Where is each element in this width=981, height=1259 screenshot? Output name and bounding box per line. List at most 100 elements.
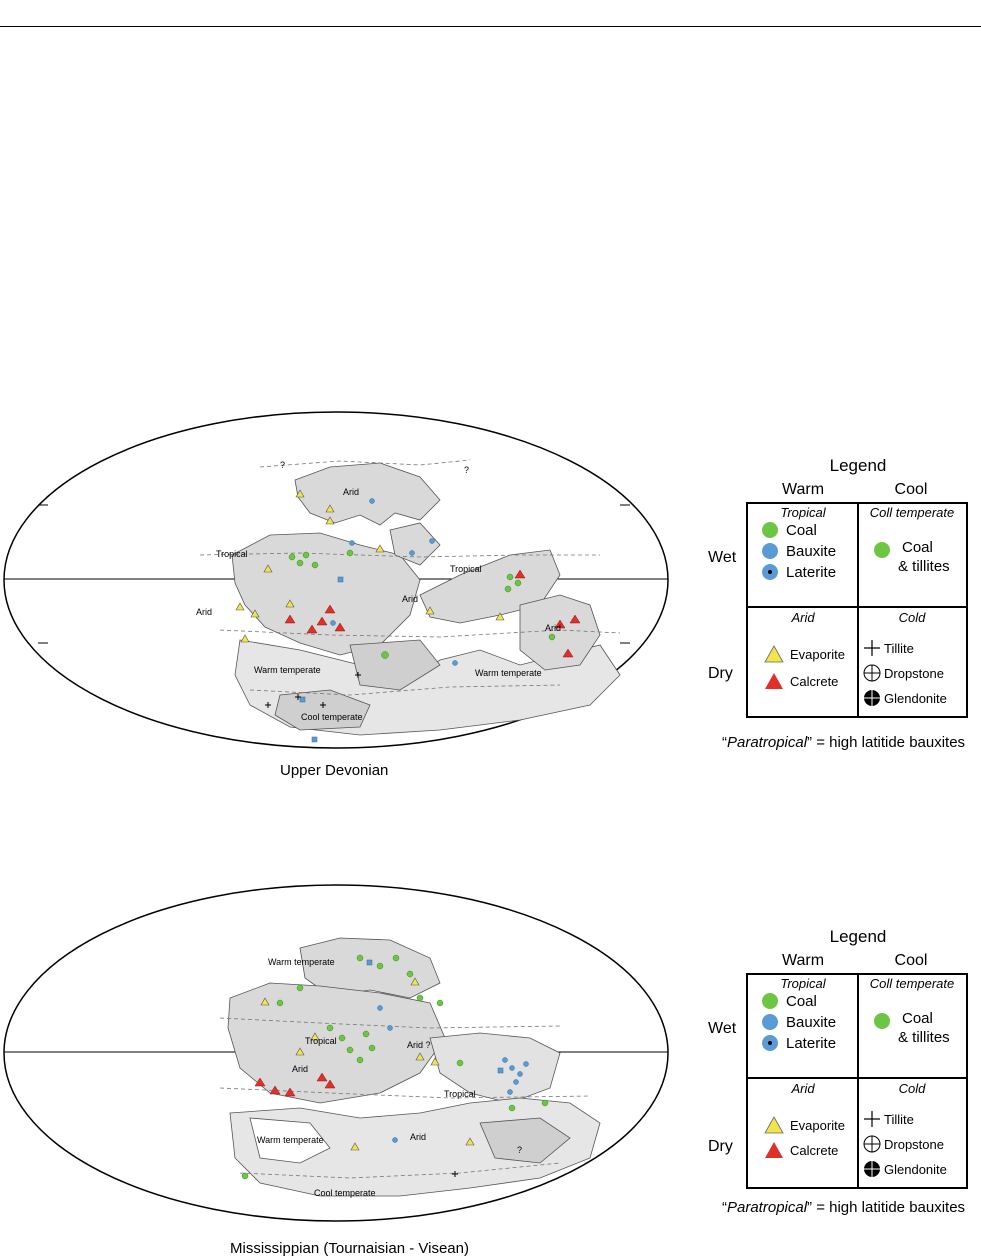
bauxite-marker <box>387 1025 393 1031</box>
landmass <box>249 1117 331 1164</box>
coal-marker <box>296 984 304 992</box>
landmass <box>519 594 601 671</box>
grid-divider <box>748 606 966 608</box>
footnote-term: Paratropical <box>727 734 808 751</box>
coal-marker <box>296 559 304 567</box>
evaporite-icon <box>764 645 784 663</box>
evaporite-marker <box>325 516 335 525</box>
coal-marker <box>276 999 284 1007</box>
legend-item-coal-tillites: Coal & tillites <box>872 1009 950 1047</box>
cell-cool-temperate: Coll temperate <box>869 505 955 520</box>
cell-cold: Cold <box>898 610 926 625</box>
top-rule <box>0 26 981 27</box>
coal-marker <box>338 1034 346 1042</box>
legend-label: Tillite <box>884 1111 914 1127</box>
legend-label: Coal <box>786 992 817 1010</box>
legend-title: Legend <box>829 456 887 475</box>
bauxite-marker <box>330 620 336 626</box>
bauxite-marker <box>349 540 355 546</box>
region-label: Arid ? <box>407 1040 431 1050</box>
coal-icon <box>874 542 890 558</box>
legend-row-wet: Wet <box>708 1020 737 1037</box>
bauxite-markers <box>299 498 458 743</box>
calcrete-marker <box>269 1085 281 1095</box>
region-label: ? <box>517 1145 522 1155</box>
legend-label: Coal & tillites <box>898 538 950 576</box>
region-label: ? <box>464 465 469 475</box>
calcrete-marker <box>569 614 581 624</box>
landmass <box>349 639 441 691</box>
legend-item-laterite: Laterite <box>760 1033 836 1053</box>
coal-marker <box>356 954 364 962</box>
coal-markers <box>241 954 549 1180</box>
legend-item-glendonite: Glendonite <box>862 1159 947 1179</box>
map-title: Mississippian (Tournaisian - Visean) <box>230 1240 469 1257</box>
region-label: Warm temperate <box>268 957 335 967</box>
coal-marker <box>368 1044 376 1052</box>
boundary <box>219 629 621 638</box>
cell-arid: Arid <box>791 1081 815 1096</box>
boundary <box>259 459 471 468</box>
coal-marker <box>362 1030 370 1038</box>
footnote-term: Paratropical <box>727 1199 808 1216</box>
legend-col-warm: Warm <box>781 952 825 969</box>
coal-marker <box>381 651 389 659</box>
evaporite-marker <box>375 544 385 553</box>
region-label: Warm temperate <box>254 665 321 675</box>
coal-marker <box>311 561 319 569</box>
bauxite-marker <box>507 1089 513 1095</box>
bauxite-marker <box>513 1079 519 1085</box>
calcrete-markers <box>254 1072 336 1097</box>
coal-marker <box>406 970 414 978</box>
boundary <box>219 1087 591 1099</box>
bauxite-markers <box>366 959 529 1143</box>
legend-col-cool: Cool <box>894 952 928 969</box>
grid-divider <box>748 1077 966 1079</box>
landmass <box>227 982 446 1104</box>
map-upper-devonian: Arid Tropical Tropical Arid Arid Arid Wa… <box>0 405 670 765</box>
bauxite-marker <box>452 660 458 666</box>
coal-marker <box>416 994 424 1002</box>
legend-mississippian: Legend Warm Cool Wet Dry Tropical Coll t… <box>708 927 968 1227</box>
calcrete-marker <box>324 1079 336 1089</box>
bauxite-marker <box>502 1057 508 1063</box>
region-label: Tropical <box>450 564 482 574</box>
legend-item-bauxite: Bauxite <box>760 541 836 561</box>
calcrete-icon <box>765 673 783 689</box>
evaporite-marker <box>240 634 250 643</box>
coal-marker <box>392 954 400 962</box>
region-label: Tropical <box>305 1036 337 1046</box>
coal-marker <box>346 1046 354 1054</box>
legend-item-evaporite: Evaporite <box>764 1115 845 1135</box>
bauxite-marker <box>311 736 318 743</box>
evaporite-marker <box>263 564 273 573</box>
calcrete-marker <box>284 1087 296 1097</box>
coal-marker <box>376 962 384 970</box>
legend-label: Bauxite <box>786 1013 837 1031</box>
region-label: Arid <box>292 1064 308 1074</box>
evaporite-marker <box>495 612 505 621</box>
footnote-quote: “ <box>722 734 727 751</box>
boundary <box>199 552 600 558</box>
coal-markers <box>288 549 556 659</box>
evaporite-marker <box>260 997 270 1006</box>
glendonite-icon <box>864 690 880 706</box>
legend-label: Dropstone <box>884 665 944 681</box>
region-label: Warm temperate <box>257 1135 324 1145</box>
legend-label: Coal & tillites <box>898 1009 950 1047</box>
bauxite-marker <box>337 576 344 583</box>
legend-label: Calcrete <box>790 1142 839 1158</box>
boundary <box>249 684 561 696</box>
legend-item-glendonite: Glendonite <box>862 688 947 708</box>
calcrete-marker <box>562 648 574 658</box>
legend-label: Coal <box>786 521 817 539</box>
cell-tropical: Tropical <box>780 505 826 520</box>
coal-icon <box>762 522 778 538</box>
landmasses <box>227 937 601 1197</box>
coal-marker <box>456 1059 464 1067</box>
landmass <box>429 1032 561 1104</box>
legend-label: Glendonite <box>884 1161 947 1177</box>
legend-label-line: Coal <box>902 539 933 556</box>
coal-marker <box>508 1104 516 1112</box>
evaporite-marker <box>325 504 335 513</box>
